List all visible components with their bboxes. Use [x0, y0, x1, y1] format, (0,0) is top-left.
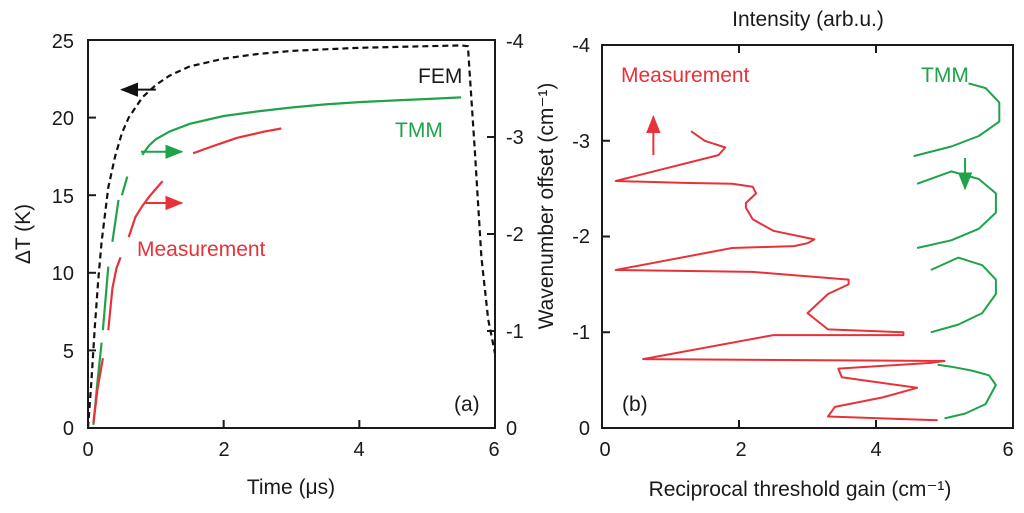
- panel-a-ytick-label: 25: [52, 31, 74, 53]
- panel-a-y2tick-label: 0: [506, 418, 517, 440]
- panel-a-measurement-annotation: Measurement: [137, 238, 266, 261]
- panel-b-xtick-label: 2: [735, 439, 746, 461]
- panel-b-ytick-label: -3: [572, 131, 590, 153]
- panel-b-frame: [601, 44, 1014, 429]
- panel-a-ytick-label: 10: [52, 263, 74, 285]
- panel-a-xlabel: Time (μs): [247, 476, 335, 499]
- panel-a-xtick-label: 4: [353, 439, 364, 461]
- panel-b-xtick-label: 4: [870, 439, 881, 461]
- panel-b-series-measurement-line: [614, 130, 946, 422]
- panel-b-series-tmm-line: [913, 82, 1001, 158]
- panel-a-xtick-label: 6: [488, 439, 499, 461]
- panel-a-y2tick-label: -1: [506, 321, 524, 343]
- panel-a-ytick-label: 15: [52, 186, 74, 208]
- panel-b-series-tmm-line: [930, 256, 997, 334]
- panel-a-series-measurement-line: [107, 256, 122, 331]
- panel-a-ytick-label: 0: [63, 418, 74, 440]
- panel-a-y2tick-label: -4: [506, 31, 524, 53]
- panel-a-y2label: Wavenumber offset (cm⁻¹): [535, 83, 558, 330]
- panel-a-label: (a): [454, 393, 480, 416]
- panel-a: 0 5 10 15 20 25 0 -1 -2 -3 -4 0 2 4 6 Ti…: [12, 31, 558, 499]
- panel-a-ylabel: ΔT (K): [12, 204, 35, 264]
- panel-b-series-tmm-line: [916, 170, 997, 249]
- panel-a-series-measurement-line: [92, 358, 104, 424]
- panel-b-label: (b): [622, 393, 648, 416]
- panel-b-xtick-label: 0: [599, 439, 610, 461]
- panel-a-series-fem-line: [86, 44, 497, 429]
- panel-b-measurement-annotation: Measurement: [621, 64, 750, 87]
- panel-a-series-tmm-line: [111, 199, 120, 242]
- panel-b-series-tmm-line: [937, 363, 997, 420]
- panel-a-ticks: [87, 39, 496, 429]
- panel-a-plot-area: [86, 44, 497, 429]
- panel-b-ytick-label: -2: [572, 226, 590, 248]
- panel-a-series-tmm-line: [120, 176, 129, 196]
- panel-b-x2label: Intensity (arb.u.): [732, 8, 884, 31]
- panel-a-series-measurement-line: [192, 127, 282, 155]
- panel-a-series-measurement-line: [127, 180, 164, 238]
- panel-a-series-tmm-line: [141, 96, 462, 156]
- panel-b: 0 -1 -2 -3 -4 0 2 4 6 Reciprocal thresho…: [572, 8, 1014, 501]
- panel-a-y2tick-label: -2: [506, 224, 524, 246]
- panel-b-ytick-label: -4: [572, 35, 590, 57]
- panel-b-xtick-label: 6: [1002, 439, 1013, 461]
- panel-a-fem-annotation: FEM: [418, 65, 462, 88]
- panel-b-tmm-annotation: TMM: [921, 64, 969, 87]
- panel-a-ytick-label: 5: [63, 341, 74, 363]
- panel-b-ticks: [601, 44, 1014, 429]
- panel-a-y2tick-label: -3: [506, 127, 524, 149]
- panel-a-series-tmm-line: [101, 266, 110, 331]
- panel-b-plot-area: [614, 82, 1001, 422]
- panel-b-xlabel: Reciprocal threshold gain (cm⁻¹): [649, 478, 952, 501]
- panel-b-ytick-label: 0: [579, 418, 590, 440]
- panel-a-xtick-label: 2: [218, 439, 229, 461]
- panel-a-ytick-label: 20: [52, 108, 74, 130]
- panel-b-ytick-label: -1: [572, 322, 590, 344]
- panel-a-xtick-label: 0: [82, 439, 93, 461]
- panel-a-tmm-annotation: TMM: [395, 119, 443, 142]
